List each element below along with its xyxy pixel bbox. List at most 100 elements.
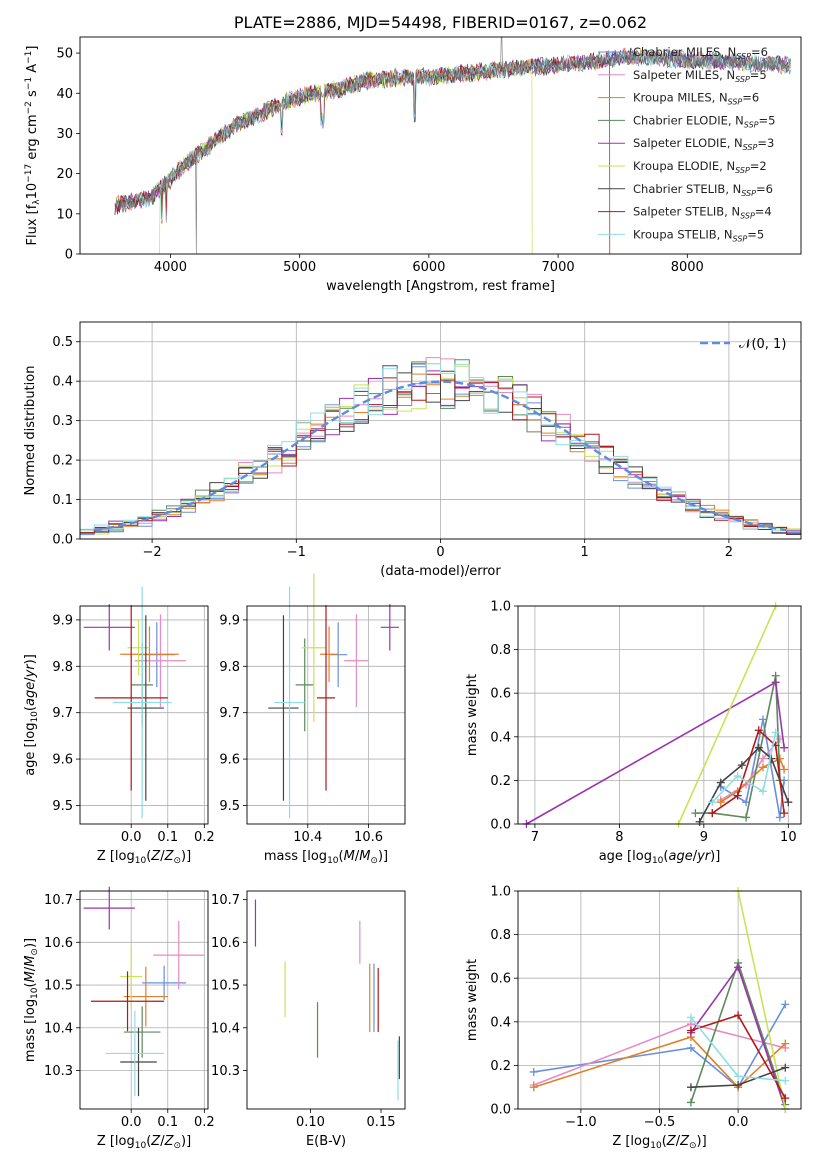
weight-marker — [686, 1083, 695, 1092]
x-tick-label: 8 — [615, 830, 623, 845]
residual-legend: 𝒩(0, 1) — [700, 337, 786, 352]
y-tick-label: 0.4 — [490, 1015, 511, 1030]
y-tick-label: 10.4 — [44, 1021, 73, 1036]
x-axis-label: E(B-V) — [306, 1134, 346, 1149]
y-tick-label: 0.0 — [490, 818, 511, 833]
x-axis-label: Z [log10(Z/Z⊙)] — [612, 1134, 706, 1151]
x-tick-label: 0.2 — [194, 830, 215, 845]
weight-marker — [686, 1098, 695, 1107]
weight-marker — [529, 1083, 538, 1092]
y-tick-label: 9.6 — [52, 753, 73, 768]
y-tick-label: 10.5 — [44, 979, 73, 994]
legend-entry: Salpeter STELIB, NSSP=4 — [633, 205, 772, 221]
age_vs_Z-axes: 0.0 0.1 0.2 9.5 9.6 9.7 9.8 9.9 — [52, 606, 215, 845]
chart-title: PLATE=2886, MJD=54498, FIBERID=0167, z=0… — [234, 13, 647, 32]
y-tick-label: 0 — [65, 248, 73, 263]
y-tick-label: 9.9 — [52, 613, 73, 628]
y-tick-label: 10.3 — [211, 1064, 240, 1079]
weight-marker — [734, 963, 743, 972]
spectrum-axes: 4000 5000 6000 7000 8000 0 10 20 30 40 50 — [56, 47, 703, 275]
age_vs_Z-points — [83, 586, 187, 819]
weight-marker — [781, 1039, 790, 1048]
residuals-frame — [79, 321, 802, 540]
mass_vs_EBV-points — [254, 899, 400, 1101]
mass_vs_EBV-frame — [246, 890, 406, 1110]
x-tick-label: 10.6 — [354, 830, 383, 845]
x-axis-label: wavelength [Angstrom, rest frame] — [326, 279, 555, 294]
weight-marker — [686, 1043, 695, 1052]
age_vs_mass-axes: 10.4 10.6 9.5 9.6 9.7 9.8 9.9 — [219, 606, 405, 845]
x-tick-label: 6000 — [412, 260, 445, 275]
x-axis-label: age [log10(age/yr)] — [599, 849, 721, 866]
weight_vs_Z-frame — [517, 890, 802, 1110]
mass_vs_Z-axes: 0.0 0.1 0.2 10.3 10.4 10.5 10.6 10.7 — [44, 891, 215, 1130]
y-tick-label: 10.3 — [44, 1064, 73, 1079]
weight-marker — [784, 798, 793, 807]
y-tick-label: 0.8 — [490, 643, 511, 658]
x-tick-label: 7 — [531, 830, 539, 845]
x-tick-label: −0.5 — [644, 1115, 676, 1130]
x-tick-label: −2 — [143, 545, 162, 560]
y-tick-label: 9.7 — [52, 706, 73, 721]
y-tick-label: 1.0 — [490, 600, 511, 615]
x-tick-label: 1 — [581, 545, 589, 560]
legend-entry: Kroupa STELIB, NSSP=5 — [633, 227, 764, 243]
weight-marker — [771, 728, 780, 737]
spectrum-frame — [79, 36, 802, 255]
x-tick-label: 0.1 — [157, 830, 178, 845]
weight-marker — [716, 778, 725, 787]
weight-marker — [708, 798, 717, 807]
weight-marker — [780, 809, 789, 818]
spectrum-data — [114, 36, 791, 255]
weight-marker — [754, 743, 763, 752]
y-axis-label: Flux [fλ10−17 erg cm−2 s−1 A−1] — [24, 46, 42, 246]
y-tick-label: 20 — [56, 167, 73, 182]
weight-marker — [758, 763, 767, 772]
weight-marker — [708, 809, 717, 818]
spectrum-legend: Chabrier MILES, NSSP=6 Salpeter MILES, NS… — [598, 45, 775, 243]
y-tick-label: 0.2 — [52, 454, 73, 469]
x-tick-label: 0.0 — [121, 830, 142, 845]
y-tick-label: 0.1 — [52, 493, 73, 508]
weight-marker — [781, 1076, 790, 1085]
y-axis-label: mass weight — [465, 674, 480, 756]
weight-marker — [733, 772, 742, 781]
x-axis-label: Z [log10(Z/Z⊙)] — [97, 849, 191, 866]
weight-marker — [733, 791, 742, 800]
age_vs_mass-points — [268, 573, 399, 819]
y-tick-label: 9.8 — [52, 660, 73, 675]
weight-marker — [529, 1067, 538, 1076]
weight-marker — [695, 817, 704, 826]
legend-entry: Chabrier ELODIE, NSSP=5 — [633, 113, 775, 129]
x-tick-label: −1 — [287, 545, 306, 560]
spectrum-lines — [114, 36, 791, 255]
y-tick-label: 10.7 — [211, 893, 240, 908]
weight-marker — [775, 813, 784, 822]
age_vs_mass-frame — [246, 605, 406, 825]
weight-series — [533, 1036, 786, 1089]
y-tick-label: 9.6 — [219, 753, 240, 768]
weight_vs_Z-lines — [529, 887, 790, 1113]
x-tick-label: 4000 — [154, 260, 187, 275]
weight-marker — [780, 765, 789, 774]
y-tick-label: 0.4 — [52, 375, 73, 390]
y-tick-label: 10.7 — [44, 893, 73, 908]
residual-histograms — [79, 357, 801, 539]
x-tick-label: 5000 — [283, 260, 316, 275]
x-axis-label: mass [log10(M/M⊙)] — [264, 849, 388, 866]
y-tick-label: 0.2 — [490, 774, 511, 789]
y-tick-label: 0.3 — [52, 414, 73, 429]
weight-marker — [781, 1063, 790, 1072]
mass_vs_EBV-axes: 0.10 0.15 10.3 10.4 10.5 10.6 10.7 — [211, 893, 395, 1130]
x-tick-label: −1.0 — [565, 1115, 597, 1130]
legend-entry: Chabrier MILES, NSSP=6 — [633, 45, 768, 61]
weight-marker — [734, 1081, 743, 1090]
y-tick-label: 0.8 — [490, 928, 511, 943]
y-tick-label: 10.4 — [211, 1021, 240, 1036]
legend-entry: Salpeter ELODIE, NSSP=3 — [633, 136, 774, 152]
y-tick-label: 50 — [56, 47, 73, 62]
x-tick-label: 2 — [725, 545, 733, 560]
x-tick-label: 9 — [700, 830, 708, 845]
y-tick-label: 10.5 — [211, 979, 240, 994]
x-tick-label: 0.2 — [194, 1115, 215, 1130]
